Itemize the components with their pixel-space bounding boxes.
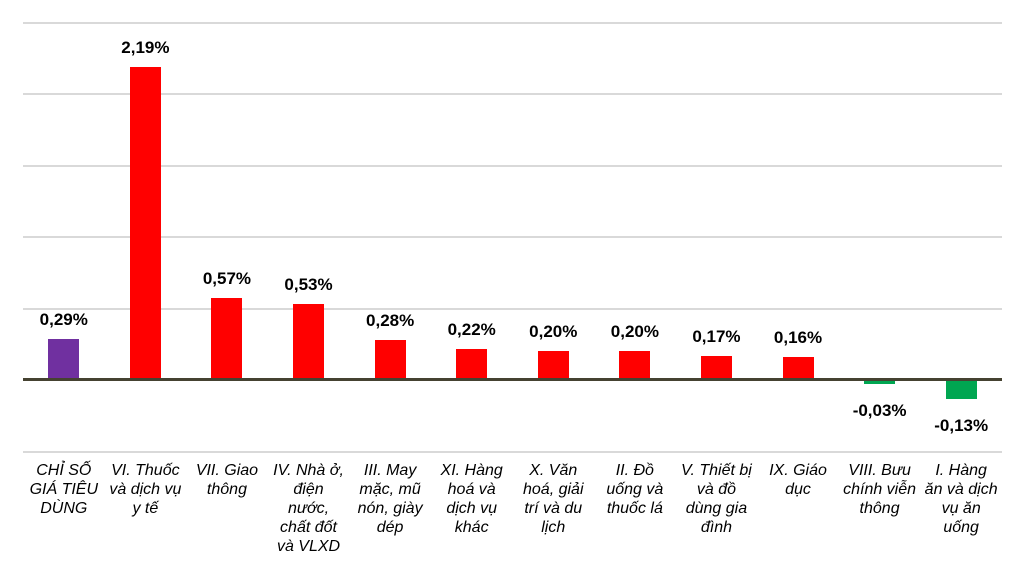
value-label: 0,20% (610, 322, 659, 342)
category-label: VI. Thuốc và dịch vụ y tế (109, 462, 182, 517)
bar[interactable] (700, 355, 732, 380)
bar[interactable] (374, 339, 406, 380)
bar[interactable] (129, 66, 161, 380)
value-label: 2,19% (121, 37, 170, 57)
bar[interactable] (293, 304, 325, 380)
bar[interactable] (537, 351, 569, 380)
category-label: X. Văn hoá, giải trí và du lịch (523, 462, 584, 536)
x-axis-line (23, 378, 1002, 381)
category-label: XI. Hàng hoá và dịch vụ khác (440, 462, 503, 536)
gridline (23, 164, 1002, 167)
gridline (23, 236, 1002, 238)
bar[interactable] (864, 380, 896, 385)
value-label: 0,16% (773, 328, 823, 348)
category-label: I. Hàng ăn và dịch vụ ăn uống (924, 462, 998, 536)
bar[interactable] (456, 348, 488, 380)
bar[interactable] (48, 338, 80, 380)
value-label: 0,22% (447, 319, 496, 339)
value-label: -0,03% (852, 401, 907, 421)
value-label: 0,17% (692, 326, 741, 346)
gridline (23, 21, 1002, 24)
bar[interactable] (782, 357, 814, 380)
value-label: 0,20% (529, 322, 578, 342)
value-label: 0,28% (366, 310, 415, 330)
gridline (23, 93, 1002, 95)
category-label: III. May mặc, mũ nón, giày dép (357, 462, 423, 536)
value-label: 0,53% (284, 275, 333, 295)
value-label: -0,13% (934, 415, 989, 435)
value-label: 0,29% (39, 309, 88, 329)
gridline (23, 307, 1002, 310)
category-axis: CHỈ SỐ GIÁ TIÊU DÙNG VI. Thuốc và dịch vụ… (23, 461, 1002, 556)
category-label: V. Thiết bị và đồ dùng gia đình (680, 462, 752, 536)
bar[interactable] (945, 380, 977, 399)
category-label: II. Đồ uống và thuốc lá (606, 462, 664, 517)
category-label: VIII. Bưu chính viễn thông (843, 462, 917, 517)
gridline (23, 450, 1002, 453)
bar[interactable] (619, 351, 651, 380)
bar[interactable] (211, 298, 243, 380)
category-label: VII. Giao thông (195, 462, 259, 498)
value-label: 0,57% (202, 269, 252, 289)
category-label: CHỈ SỐ GIÁ TIÊU DÙNG (29, 462, 99, 517)
category-label: IX. Giáo dục (769, 462, 827, 498)
category-label: IV. Nhà ở, điện nước, chất đốt và VLXD (273, 462, 344, 555)
